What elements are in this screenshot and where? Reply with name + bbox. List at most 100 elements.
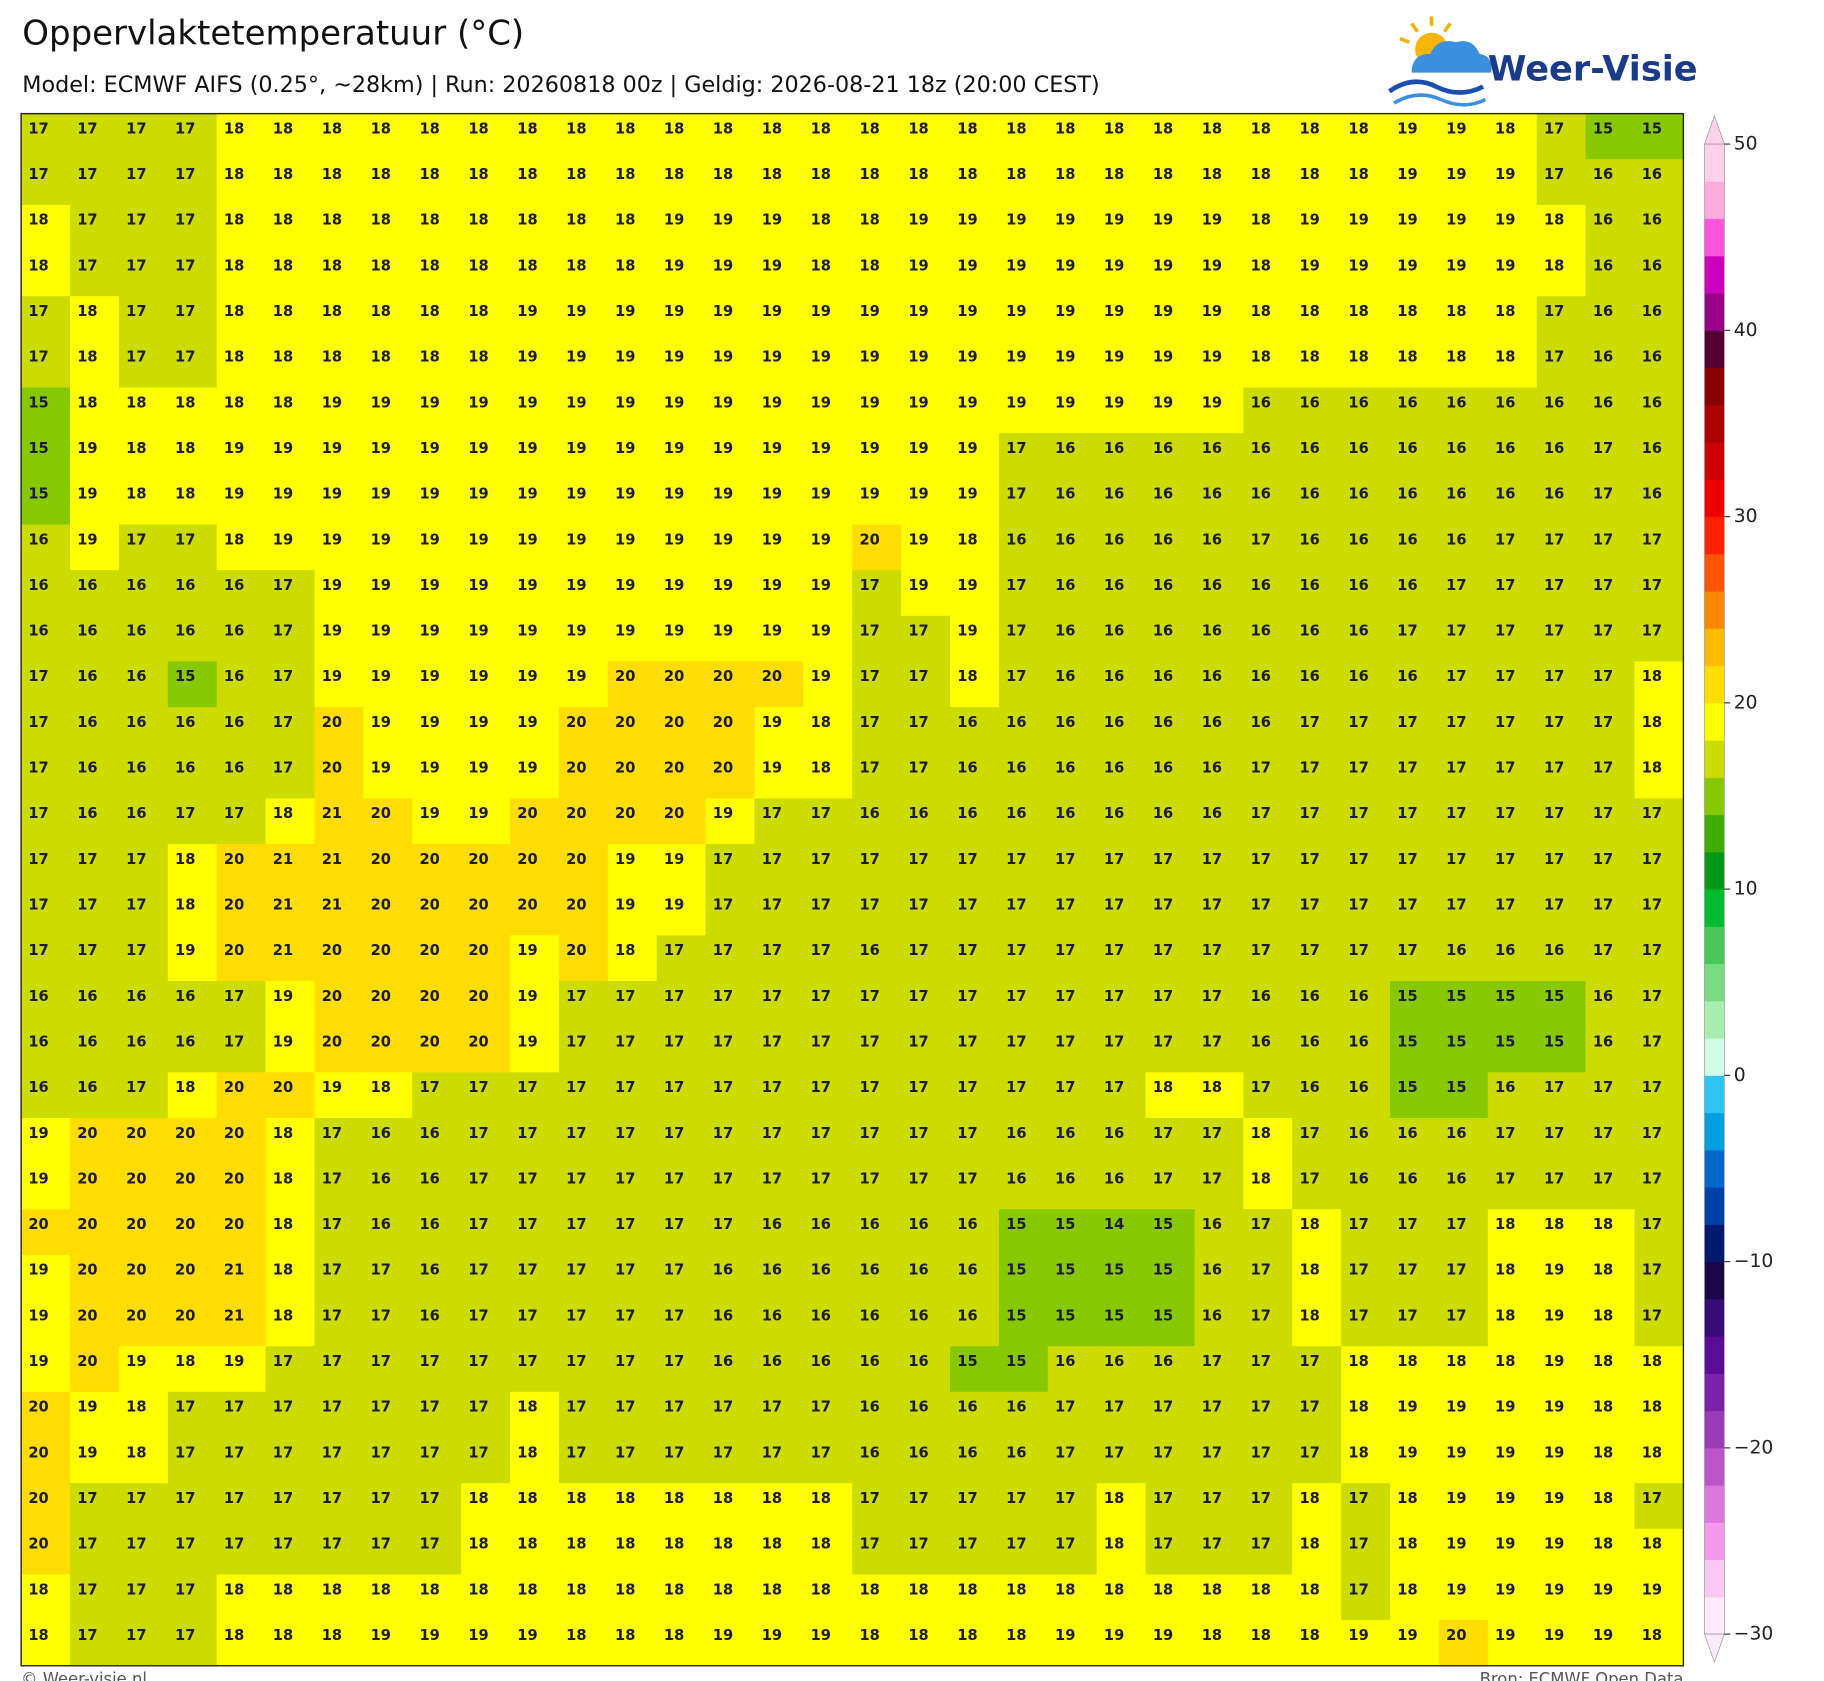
temp-cell: [1390, 935, 1440, 982]
temp-label: 15: [1495, 1033, 1515, 1050]
temp-cell: [1487, 752, 1538, 799]
temp-cell: [998, 113, 1049, 160]
temp-cell: [1438, 1620, 1489, 1667]
temp-cell: [1585, 1026, 1636, 1073]
temp-cell: [558, 1163, 609, 1210]
temp-label: 20: [419, 851, 439, 868]
temp-label: 18: [1397, 1536, 1417, 1553]
temp-cell: [656, 159, 707, 206]
wave: [1393, 93, 1487, 107]
temp-cell: [70, 889, 120, 936]
temp-cell: [803, 296, 853, 343]
temp-label: 21: [273, 851, 293, 868]
temp-label: 20: [468, 896, 488, 913]
temp-label: 16: [1300, 531, 1320, 548]
temp-cell: [901, 798, 951, 845]
temp-label: 19: [517, 760, 537, 777]
temp-label: 19: [1446, 257, 1466, 274]
temp-label: 18: [811, 760, 831, 777]
temp-label: 17: [1544, 623, 1564, 640]
temp-cell: [1096, 935, 1147, 982]
temp-label: 19: [1055, 303, 1075, 320]
temp-cell: [1585, 1117, 1636, 1165]
temp-label: 17: [1544, 1125, 1564, 1142]
temp-cell: [216, 1163, 267, 1210]
temp-cell: [70, 387, 120, 434]
temp-label: 16: [1397, 394, 1417, 411]
temp-cell: [510, 341, 560, 389]
temp-label: 16: [1055, 1125, 1075, 1142]
temp-label: 16: [1446, 942, 1466, 959]
temp-label: 17: [1544, 531, 1564, 548]
temp-label: 19: [1544, 1581, 1564, 1598]
temp-cell: [412, 250, 462, 297]
temp-label: 17: [957, 942, 977, 959]
temp-cell: [1390, 159, 1440, 206]
temp-cell: [265, 204, 316, 252]
temp-cell: [363, 113, 413, 160]
temp-label: 17: [664, 942, 684, 959]
temp-cell: [607, 844, 658, 891]
temp-label: 17: [1593, 668, 1613, 685]
temp-label: 15: [1446, 1033, 1466, 1050]
temp-label: 18: [468, 1536, 488, 1553]
temp-label: 20: [322, 760, 342, 777]
temp-cell: [461, 707, 511, 754]
temp-cell: [70, 1117, 120, 1165]
colorbar-band: [1704, 367, 1725, 406]
temp-cell: [656, 1620, 707, 1667]
temp-cell: [314, 1483, 364, 1530]
temp-label: 17: [1006, 1536, 1026, 1553]
temp-cell: [998, 844, 1049, 891]
temp-label: 17: [28, 120, 48, 137]
temp-label: 18: [126, 440, 146, 457]
temp-label: 19: [224, 1353, 244, 1370]
temp-cell: [412, 433, 462, 480]
temp-label: 18: [762, 166, 782, 183]
temp-label: 18: [1446, 1353, 1466, 1370]
temp-label: 17: [1544, 851, 1564, 868]
temp-cell: [265, 1437, 316, 1484]
temp-cell: [461, 250, 511, 297]
temp-cell: [1536, 1528, 1587, 1576]
temp-label: 17: [1348, 896, 1368, 913]
temp-label: 17: [1593, 851, 1613, 868]
temp-label: 17: [273, 623, 293, 640]
temp-cell: [118, 661, 169, 708]
temp-label: 17: [517, 1079, 537, 1096]
temp-cell: [1487, 1346, 1538, 1393]
temp-label: 20: [126, 1170, 146, 1187]
temp-label: 15: [1153, 1216, 1173, 1233]
temp-label: 20: [371, 896, 391, 913]
temp-cell: [118, 570, 169, 617]
temp-label: 17: [908, 942, 928, 959]
temp-label: 17: [126, 349, 146, 366]
temp-label: 17: [811, 942, 831, 959]
temp-label: 18: [371, 120, 391, 137]
temp-label: 19: [859, 303, 879, 320]
temp-cell: [1634, 1483, 1684, 1530]
temp-label: 17: [175, 1490, 195, 1507]
temp-cell: [1487, 935, 1538, 982]
temp-label: 19: [517, 942, 537, 959]
temp-cell: [70, 1391, 120, 1439]
temp-cell: [1047, 844, 1098, 891]
temp-label: 18: [1348, 1444, 1368, 1461]
temp-cell: [1536, 1117, 1587, 1165]
temp-label: 19: [664, 623, 684, 640]
temp-cell: [1145, 1163, 1196, 1210]
temp-cell: [412, 1528, 462, 1576]
temp-cell: [656, 1346, 707, 1393]
temp-label: 17: [1495, 851, 1515, 868]
temp-label: 17: [1544, 1170, 1564, 1187]
temp-cell: [118, 844, 169, 891]
temp-label: 17: [1055, 1490, 1075, 1507]
temp-cell: [1047, 1026, 1098, 1073]
temp-cell: [412, 341, 462, 389]
temp-label: 17: [957, 1536, 977, 1553]
temp-cell: [265, 707, 316, 754]
temp-cell: [1536, 1072, 1587, 1119]
temp-cell: [607, 1026, 658, 1073]
temp-label: 18: [126, 1399, 146, 1416]
